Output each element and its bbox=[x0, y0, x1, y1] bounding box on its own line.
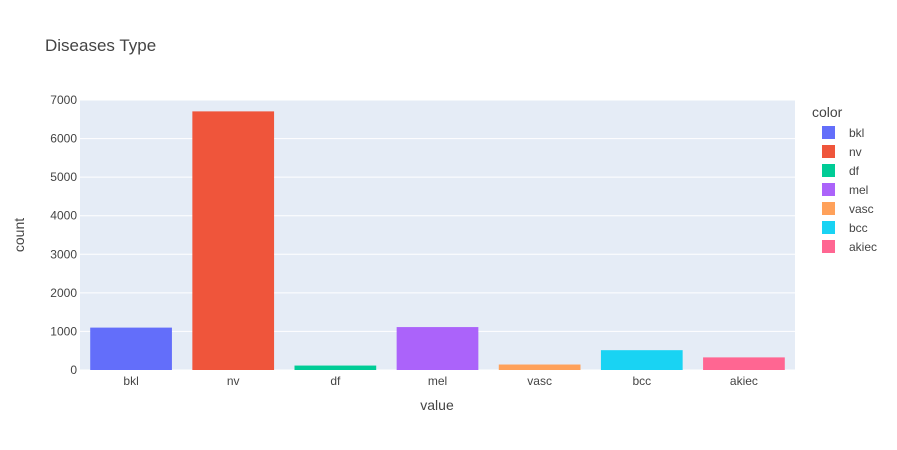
bars bbox=[90, 111, 785, 370]
legend-label-bkl[interactable]: bkl bbox=[849, 126, 864, 140]
legend-label-df[interactable]: df bbox=[849, 164, 860, 178]
x-tick-label: nv bbox=[227, 374, 240, 388]
legend-swatch-bkl[interactable] bbox=[822, 126, 835, 139]
y-tick-label: 2000 bbox=[50, 286, 77, 300]
legend-label-vasc[interactable]: vasc bbox=[849, 202, 874, 216]
legend-label-bcc[interactable]: bcc bbox=[849, 221, 868, 235]
legend-label-nv[interactable]: nv bbox=[849, 145, 862, 159]
y-tick-label: 3000 bbox=[50, 247, 77, 261]
legend-label-mel[interactable]: mel bbox=[849, 183, 868, 197]
bar-mel[interactable] bbox=[396, 327, 479, 370]
y-tick-label: 6000 bbox=[50, 132, 77, 146]
bar-bkl[interactable] bbox=[90, 327, 172, 370]
legend-label-akiec[interactable]: akiec bbox=[849, 240, 877, 254]
legend-swatch-nv[interactable] bbox=[822, 145, 835, 158]
bar-bcc[interactable] bbox=[600, 350, 683, 370]
legend-swatch-akiec[interactable] bbox=[822, 240, 835, 253]
x-tick-label: vasc bbox=[527, 374, 552, 388]
x-axis-ticks: bkl nv df mel vasc bcc akiec bbox=[123, 374, 758, 388]
legend-swatch-mel[interactable] bbox=[822, 183, 835, 196]
y-tick-label: 4000 bbox=[50, 209, 77, 223]
x-tick-label: bkl bbox=[123, 374, 138, 388]
x-tick-label: akiec bbox=[730, 374, 758, 388]
legend-swatch-df[interactable] bbox=[822, 164, 835, 177]
y-tick-label: 1000 bbox=[50, 324, 77, 338]
x-axis-title: value bbox=[420, 397, 454, 413]
chart-title: Diseases Type bbox=[45, 36, 156, 55]
legend-swatch-vasc[interactable] bbox=[822, 202, 835, 215]
y-axis-title: count bbox=[11, 218, 27, 252]
legend-title: color bbox=[812, 104, 843, 120]
legend[interactable]: color bkl nv df mel vasc bcc akiec bbox=[812, 104, 877, 254]
bar-vasc[interactable] bbox=[498, 364, 581, 370]
bar-nv[interactable] bbox=[192, 111, 275, 370]
bar-df[interactable] bbox=[294, 365, 377, 370]
legend-swatch-bcc[interactable] bbox=[822, 221, 835, 234]
bar-akiec[interactable] bbox=[703, 357, 785, 370]
x-tick-label: mel bbox=[428, 374, 447, 388]
y-tick-label: 7000 bbox=[50, 93, 77, 107]
y-tick-label: 5000 bbox=[50, 170, 77, 184]
x-tick-label: df bbox=[330, 374, 341, 388]
y-tick-label: 0 bbox=[70, 363, 77, 377]
y-axis-ticks: 0 1000 2000 3000 4000 5000 6000 7000 bbox=[50, 93, 77, 377]
x-tick-label: bcc bbox=[632, 374, 651, 388]
